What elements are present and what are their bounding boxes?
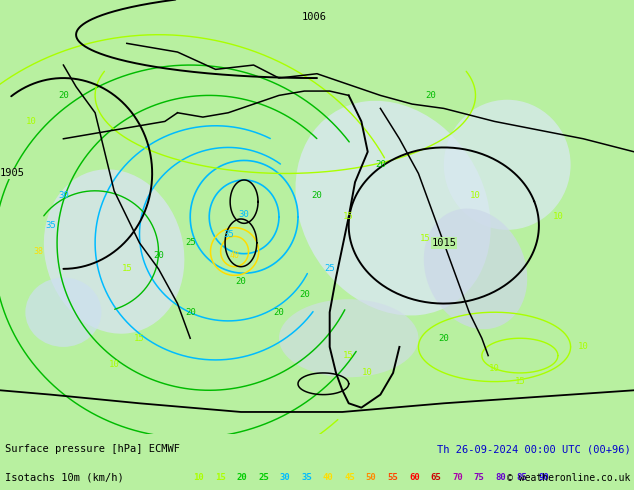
Text: 20: 20 — [236, 473, 247, 482]
Text: 38: 38 — [33, 247, 43, 256]
Text: 15: 15 — [215, 473, 226, 482]
Text: 75: 75 — [474, 473, 484, 482]
Ellipse shape — [279, 299, 418, 377]
Text: 30: 30 — [239, 210, 249, 219]
Text: 15: 15 — [122, 265, 132, 273]
Ellipse shape — [44, 170, 184, 334]
Text: 35: 35 — [301, 473, 312, 482]
Text: 25: 25 — [325, 265, 335, 273]
Text: 30: 30 — [280, 473, 290, 482]
Text: 45: 45 — [344, 473, 355, 482]
Text: 90: 90 — [538, 473, 549, 482]
Text: 20: 20 — [185, 308, 195, 317]
Text: 20: 20 — [312, 191, 322, 199]
Text: Isotachs 10m (km/h): Isotachs 10m (km/h) — [5, 472, 124, 483]
Text: Th 26-09-2024 00:00 UTC (00+96): Th 26-09-2024 00:00 UTC (00+96) — [437, 444, 631, 454]
Text: 10: 10 — [27, 117, 37, 126]
Text: 10: 10 — [193, 473, 204, 482]
Text: 15: 15 — [344, 212, 354, 221]
Text: Surface pressure [hPa] ECMWF: Surface pressure [hPa] ECMWF — [5, 444, 180, 454]
Text: 20: 20 — [236, 277, 246, 286]
Text: 30: 30 — [58, 191, 68, 199]
Text: 40: 40 — [323, 473, 333, 482]
Text: 20: 20 — [274, 308, 284, 317]
Text: 10: 10 — [553, 212, 563, 221]
Text: 40: 40 — [230, 251, 240, 260]
Text: 60: 60 — [409, 473, 420, 482]
Text: 70: 70 — [452, 473, 463, 482]
Text: 35: 35 — [46, 221, 56, 230]
Text: 25: 25 — [185, 238, 195, 247]
Text: 25: 25 — [258, 473, 269, 482]
Text: 85: 85 — [517, 473, 527, 482]
Text: 20: 20 — [153, 251, 164, 260]
Ellipse shape — [295, 101, 491, 316]
Text: 80: 80 — [495, 473, 506, 482]
Text: 50: 50 — [366, 473, 377, 482]
Text: 65: 65 — [430, 473, 441, 482]
Text: 15: 15 — [515, 377, 525, 386]
Text: 55: 55 — [387, 473, 398, 482]
Text: 15: 15 — [134, 334, 145, 343]
Text: 20: 20 — [375, 160, 385, 169]
Text: 15: 15 — [420, 234, 430, 243]
Ellipse shape — [424, 209, 527, 329]
Text: 1006: 1006 — [301, 12, 327, 23]
Text: 10: 10 — [363, 368, 373, 377]
Text: 20: 20 — [58, 91, 68, 100]
Text: 10: 10 — [470, 191, 481, 199]
Text: © weatheronline.co.uk: © weatheronline.co.uk — [507, 472, 631, 483]
Text: 20: 20 — [299, 291, 309, 299]
Text: 1905: 1905 — [0, 169, 25, 178]
Text: 10: 10 — [109, 360, 119, 369]
Text: 15: 15 — [344, 351, 354, 360]
Ellipse shape — [25, 277, 101, 347]
Text: 20: 20 — [439, 334, 449, 343]
Text: 10: 10 — [489, 364, 500, 373]
Text: 10: 10 — [578, 343, 588, 351]
Text: 20: 20 — [426, 91, 436, 100]
Ellipse shape — [444, 100, 571, 230]
Text: 35: 35 — [223, 230, 233, 239]
Text: 1015: 1015 — [431, 238, 456, 248]
